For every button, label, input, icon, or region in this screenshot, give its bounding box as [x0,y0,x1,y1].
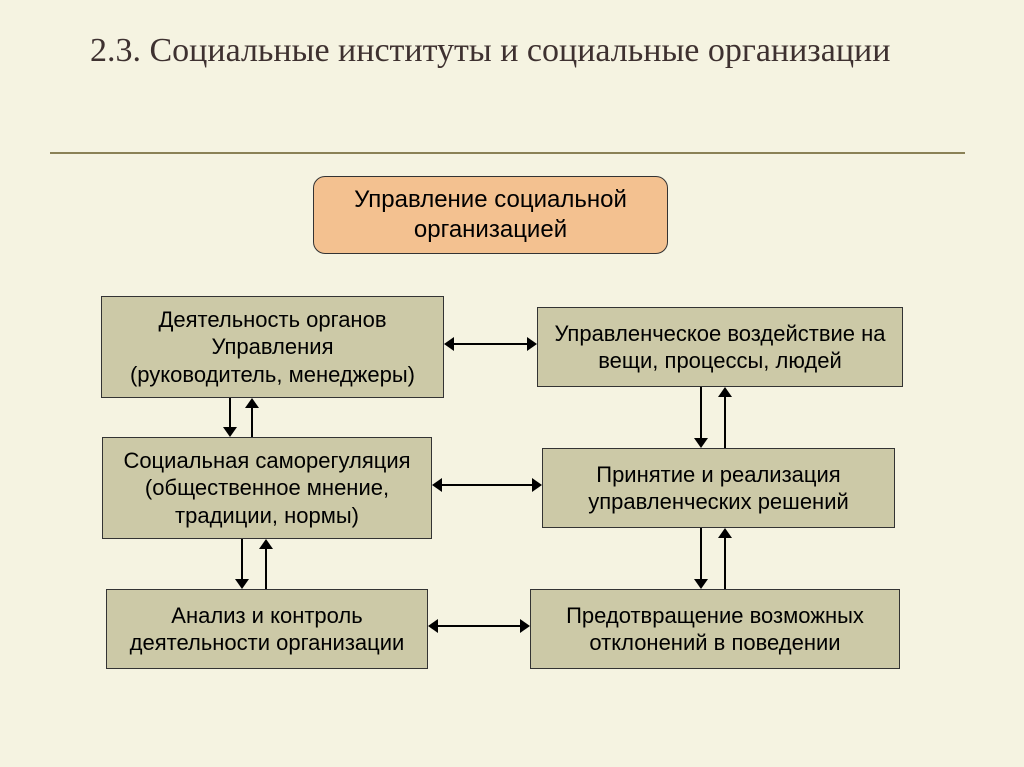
slide-title: 2.3. Социальные институты и социальные о… [90,30,940,73]
node-activity-management: Деятельность органов Управления (руковод… [101,296,444,398]
node-root: Управление социальной организацией [313,176,668,254]
node-managerial-impact: Управленческое воздействие на вещи, проц… [537,307,903,387]
node-prevention: Предотвращение возможных отклонений в по… [530,589,900,669]
node-analysis-control: Анализ и контроль деятельности организац… [106,589,428,669]
title-underline [50,152,965,154]
node-decisions: Принятие и реализация управленческих реш… [542,448,895,528]
slide: 2.3. Социальные институты и социальные о… [0,0,1024,767]
node-self-regulation: Социальная саморегуляция (общественное м… [102,437,432,539]
